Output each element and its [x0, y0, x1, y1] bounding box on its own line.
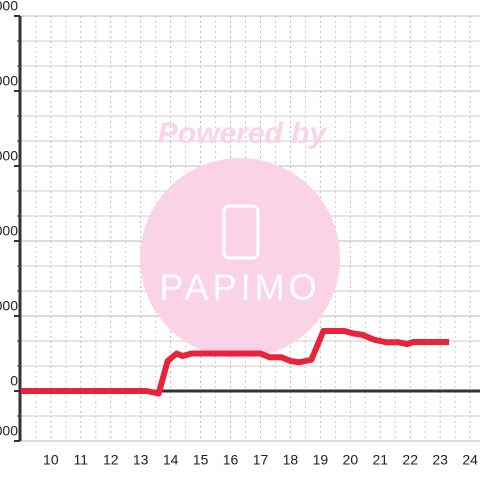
x-tick-label: 19 — [313, 452, 329, 468]
watermark: Powered by PAPIMO — [140, 117, 340, 358]
data-line — [20, 328, 450, 397]
x-tick-label: 11 — [74, 452, 89, 468]
x-tick-label: 21 — [372, 452, 388, 468]
x-tick-label: 14 — [163, 452, 179, 468]
y-tick-label: 60,000 — [0, 223, 18, 239]
y-tick-label: -20,000 — [0, 423, 18, 439]
x-tick-label: 24 — [462, 452, 478, 468]
x-tick-label: 15 — [193, 452, 209, 468]
x-tick-label: 16 — [223, 452, 239, 468]
watermark-caption: Powered by — [158, 117, 328, 150]
watermark-brand: PAPIMO — [159, 267, 320, 308]
x-tick-label: 12 — [103, 452, 119, 468]
y-tick-label: 120,000 — [0, 73, 18, 89]
x-tick-label: 13 — [133, 452, 149, 468]
y-tick-label: 150,000 — [0, 0, 18, 14]
y-tick-label: 90,000 — [0, 148, 18, 164]
y-tick-label: 0 — [10, 373, 18, 389]
x-tick-label: 17 — [253, 452, 269, 468]
y-tick-label: 30,000 — [0, 298, 18, 314]
x-tick-label: 23 — [432, 452, 448, 468]
watermark-phone — [222, 204, 260, 260]
x-tick-label: 22 — [402, 452, 418, 468]
x-tick-label: 20 — [343, 452, 359, 468]
x-tick-label: 10 — [43, 452, 59, 468]
x-tick-label: 18 — [283, 452, 299, 468]
